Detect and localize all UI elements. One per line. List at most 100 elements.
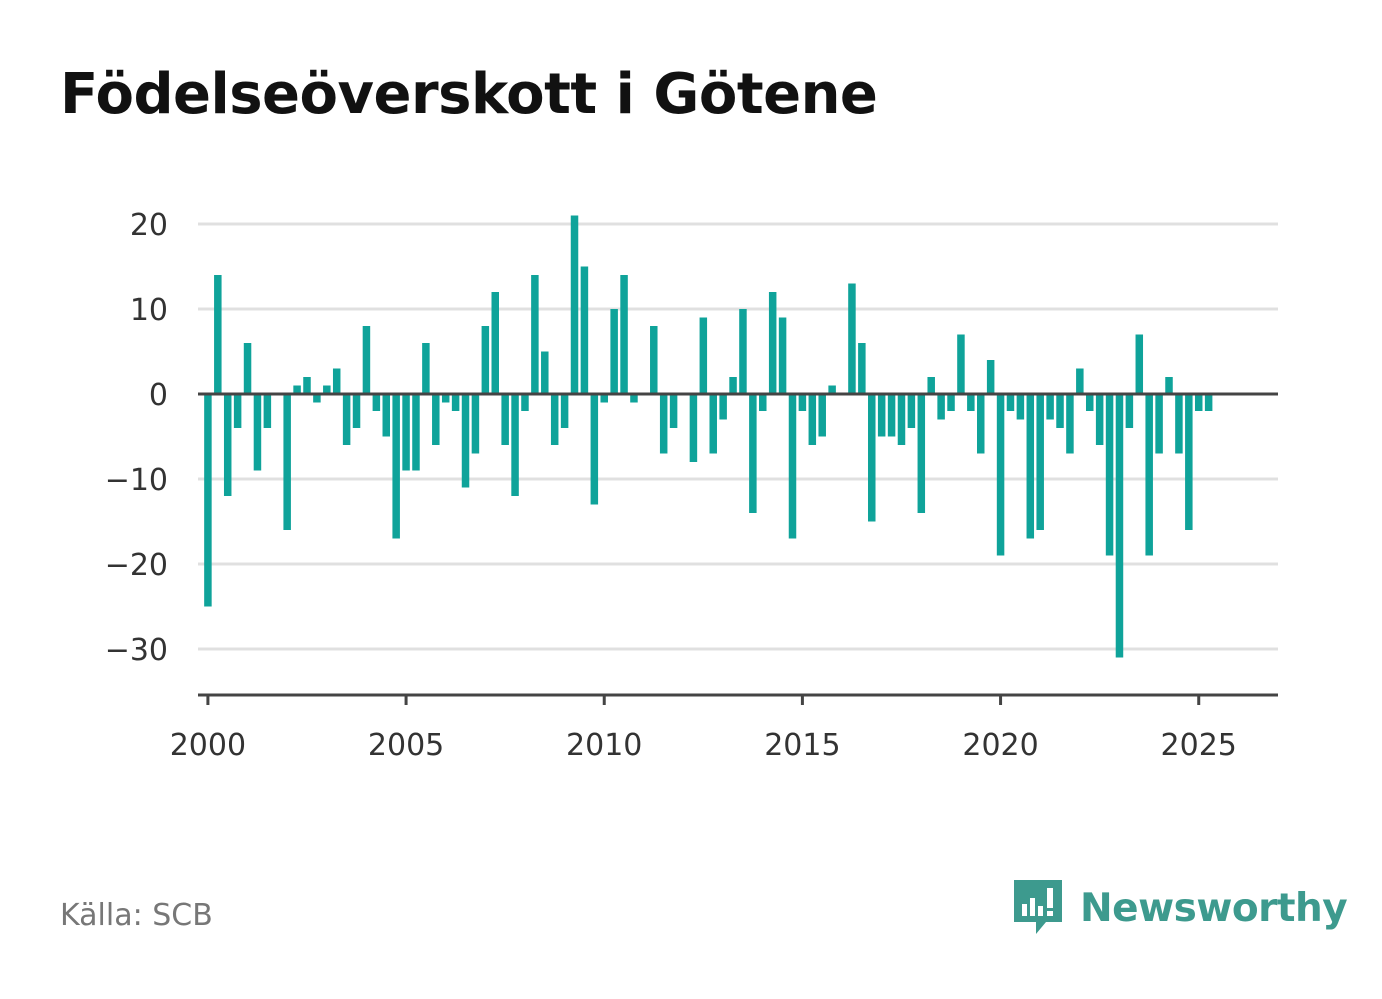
bar	[402, 394, 410, 471]
bar	[303, 377, 311, 394]
bar	[521, 394, 529, 411]
y-tick-label: −30	[105, 633, 168, 668]
bar	[1194, 394, 1203, 411]
bar	[1056, 394, 1064, 428]
bar	[441, 394, 450, 403]
bar	[580, 266, 589, 394]
bar	[1085, 394, 1094, 411]
x-tick-label: 2005	[368, 728, 444, 763]
bar	[323, 385, 331, 394]
bar	[471, 394, 480, 454]
bar	[1165, 377, 1173, 394]
y-tick-labels: 20 10 0 −10 −20 −30	[105, 208, 168, 668]
bar	[798, 394, 807, 411]
bar	[788, 394, 797, 539]
bar	[907, 394, 916, 428]
bar	[550, 394, 559, 445]
bar	[382, 394, 391, 437]
axes	[198, 392, 1278, 705]
source-label: Källa: SCB	[60, 898, 213, 933]
bar	[1175, 394, 1183, 454]
y-tick-label: 0	[149, 378, 168, 413]
bar	[739, 309, 747, 394]
gridlines	[198, 222, 1278, 651]
bar	[996, 394, 1005, 556]
x-tick-label: 2015	[764, 728, 840, 763]
bar	[650, 326, 658, 394]
bar	[729, 377, 737, 394]
bar	[293, 385, 301, 394]
bar	[967, 394, 975, 411]
newsworthy-logo-icon	[1014, 880, 1062, 934]
bar	[204, 394, 212, 607]
bar	[659, 394, 668, 454]
bar	[233, 394, 242, 428]
bar	[699, 317, 708, 394]
bar	[600, 394, 608, 403]
bar	[957, 334, 965, 394]
bar	[818, 394, 826, 437]
bar	[451, 394, 460, 411]
bar	[887, 394, 896, 437]
bar	[283, 394, 291, 530]
bar	[1076, 368, 1084, 394]
y-tick-label: −10	[105, 463, 168, 498]
bar	[669, 394, 678, 428]
brand-logo[interactable]: Newsworthy	[1012, 878, 1348, 938]
bar	[342, 394, 351, 445]
bar	[709, 394, 717, 454]
x-tick-label: 2000	[170, 728, 246, 763]
x-tick-labels: 2000 2005 2010 2015 2020 2025	[170, 728, 1237, 763]
bar	[362, 326, 371, 394]
bar	[352, 394, 361, 428]
bar	[620, 275, 628, 394]
bar	[768, 292, 777, 394]
bar	[372, 394, 381, 411]
y-tick-label: −20	[105, 548, 168, 583]
bar	[868, 394, 876, 522]
bar	[848, 283, 856, 394]
bar	[422, 343, 430, 394]
bar	[332, 368, 341, 394]
bar	[491, 292, 499, 394]
bar	[392, 394, 400, 539]
x-tick-label: 2010	[566, 728, 642, 763]
bar	[223, 394, 232, 496]
bar	[1155, 394, 1163, 454]
bar	[927, 377, 935, 394]
chart-title: Födelseöverskott i Götene	[60, 62, 878, 127]
bar	[947, 394, 955, 411]
bar	[481, 326, 490, 394]
brand-name: Newsworthy	[1080, 885, 1348, 931]
bar	[689, 394, 698, 462]
bar	[897, 394, 906, 445]
bar	[937, 394, 945, 420]
bar	[986, 360, 995, 394]
y-tick-label: 10	[130, 293, 168, 328]
bar	[432, 394, 440, 445]
bar	[1016, 394, 1025, 420]
bar	[313, 394, 321, 403]
bar	[1145, 394, 1153, 556]
bar	[1095, 394, 1104, 445]
bar	[531, 275, 539, 394]
bar	[214, 275, 222, 394]
bar	[412, 394, 420, 471]
bar	[977, 394, 985, 454]
bar	[610, 309, 618, 394]
x-tick-label: 2020	[962, 728, 1038, 763]
bar	[630, 394, 638, 403]
bar-series	[204, 215, 1213, 658]
bar	[253, 394, 262, 471]
bar	[461, 394, 470, 488]
bar	[808, 394, 817, 445]
bar	[590, 394, 599, 505]
bar	[560, 394, 569, 428]
bar	[917, 394, 926, 513]
bar	[1066, 394, 1074, 454]
bar	[1036, 394, 1044, 530]
bar	[1135, 334, 1144, 394]
y-tick-label: 20	[130, 208, 168, 243]
bar	[858, 343, 866, 394]
bar	[1115, 394, 1124, 658]
